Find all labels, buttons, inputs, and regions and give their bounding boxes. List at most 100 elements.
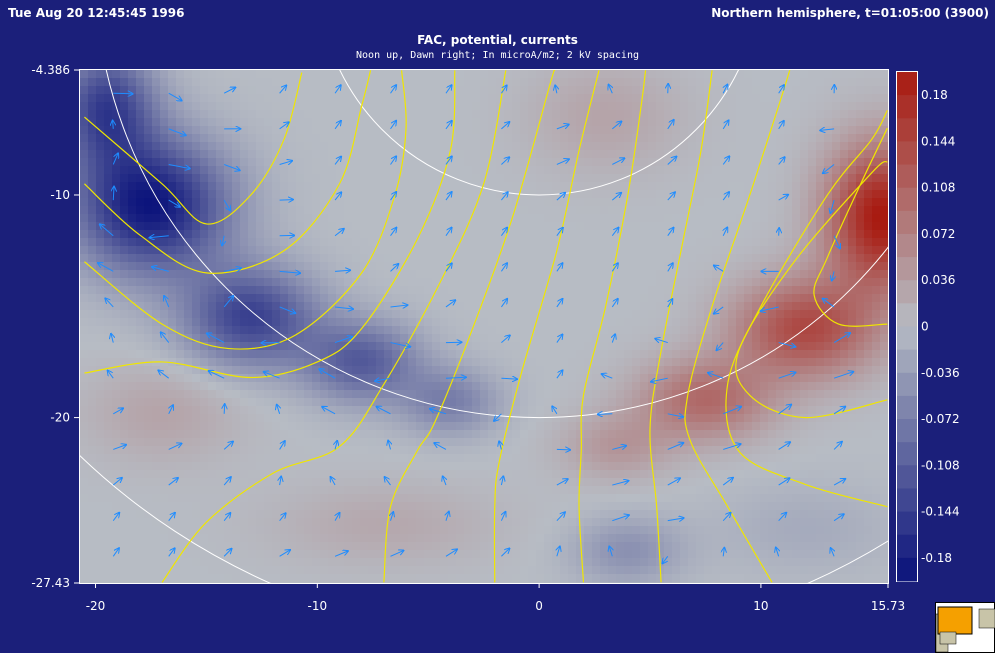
- heat-cell: [280, 78, 289, 87]
- heat-cell: [144, 150, 153, 159]
- heat-cell: [688, 174, 697, 183]
- heat-cell: [256, 222, 265, 231]
- heat-cell: [200, 358, 209, 367]
- heat-cell: [312, 414, 321, 423]
- heat-cell: [296, 510, 305, 519]
- heat-cell: [496, 366, 505, 375]
- heat-cell: [504, 318, 513, 327]
- heat-cell: [344, 70, 353, 79]
- heat-cell: [240, 134, 249, 143]
- heat-cell: [656, 190, 665, 199]
- heat-cell: [448, 342, 457, 351]
- heat-cell: [576, 222, 585, 231]
- heat-cell: [520, 294, 529, 303]
- heat-cell: [464, 270, 473, 279]
- heat-cell: [184, 270, 193, 279]
- heat-cell: [640, 254, 649, 263]
- heat-cell: [112, 534, 121, 543]
- heat-cell: [184, 126, 193, 135]
- heat-cell: [312, 582, 321, 583]
- heat-cell: [408, 334, 417, 343]
- heat-cell: [152, 406, 161, 415]
- heat-cell: [216, 398, 225, 407]
- heat-cell: [488, 262, 497, 271]
- heat-cell: [384, 118, 393, 127]
- heat-cell: [144, 302, 153, 311]
- heat-cell: [192, 166, 201, 175]
- heat-cell: [560, 534, 569, 543]
- heat-cell: [568, 174, 577, 183]
- heat-cell: [608, 374, 617, 383]
- heat-cell: [576, 398, 585, 407]
- heat-cell: [400, 518, 409, 527]
- heat-cell: [120, 214, 129, 223]
- heat-cell: [656, 510, 665, 519]
- heat-cell: [416, 502, 425, 511]
- heat-cell: [568, 206, 577, 215]
- heat-cell: [144, 462, 153, 471]
- heat-cell: [112, 166, 121, 175]
- heat-cell: [352, 558, 361, 567]
- heat-cell: [688, 86, 697, 95]
- heat-cell: [296, 486, 305, 495]
- heat-cell: [384, 262, 393, 271]
- heat-cell: [216, 118, 225, 127]
- heat-cell: [136, 198, 145, 207]
- heat-cell: [128, 486, 137, 495]
- heat-cell: [496, 78, 505, 87]
- heat-cell: [232, 278, 241, 287]
- heat-cell: [600, 78, 609, 87]
- heat-cell: [328, 518, 337, 527]
- heat-cell: [272, 142, 281, 151]
- heat-cell: [376, 358, 385, 367]
- heat-cell: [672, 502, 681, 511]
- heat-cell: [360, 486, 369, 495]
- heat-cell: [464, 358, 473, 367]
- heat-cell: [232, 366, 241, 375]
- heat-cell: [328, 278, 337, 287]
- heat-cell: [512, 366, 521, 375]
- heat-cell: [184, 206, 193, 215]
- heat-cell: [536, 422, 545, 431]
- heat-cell: [296, 222, 305, 231]
- heat-cell: [672, 166, 681, 175]
- heat-cell: [152, 214, 161, 223]
- heat-cell: [560, 262, 569, 271]
- heat-cell: [504, 166, 513, 175]
- heat-cell: [184, 238, 193, 247]
- heat-cell: [480, 102, 489, 111]
- heat-cell: [336, 302, 345, 311]
- heat-cell: [80, 246, 89, 255]
- heat-cell: [176, 174, 185, 183]
- heat-cell: [200, 374, 209, 383]
- heat-cell: [160, 422, 169, 431]
- heat-cell: [600, 214, 609, 223]
- heat-cell: [136, 302, 145, 311]
- heat-cell: [448, 230, 457, 239]
- heat-cell: [536, 134, 545, 143]
- heat-cell: [600, 126, 609, 135]
- heat-cell: [648, 286, 657, 295]
- heat-cell: [384, 582, 393, 583]
- heat-cell: [408, 262, 417, 271]
- heat-cell: [592, 222, 601, 231]
- heat-cell: [616, 566, 625, 575]
- heat-cell: [416, 366, 425, 375]
- heat-cell: [256, 582, 265, 583]
- heat-cell: [504, 390, 513, 399]
- heat-cell: [616, 238, 625, 247]
- heat-cell: [128, 262, 137, 271]
- heat-cell: [664, 70, 673, 79]
- heat-cell: [608, 518, 617, 527]
- heat-cell: [560, 558, 569, 567]
- heat-cell: [208, 150, 217, 159]
- heat-cell: [624, 246, 633, 255]
- heat-cell: [288, 174, 297, 183]
- heat-cell: [648, 94, 657, 103]
- heat-cell: [448, 510, 457, 519]
- heat-cell: [112, 334, 121, 343]
- heat-cell: [592, 486, 601, 495]
- heat-cell: [664, 158, 673, 167]
- heat-cell: [216, 198, 225, 207]
- heat-cell: [200, 502, 209, 511]
